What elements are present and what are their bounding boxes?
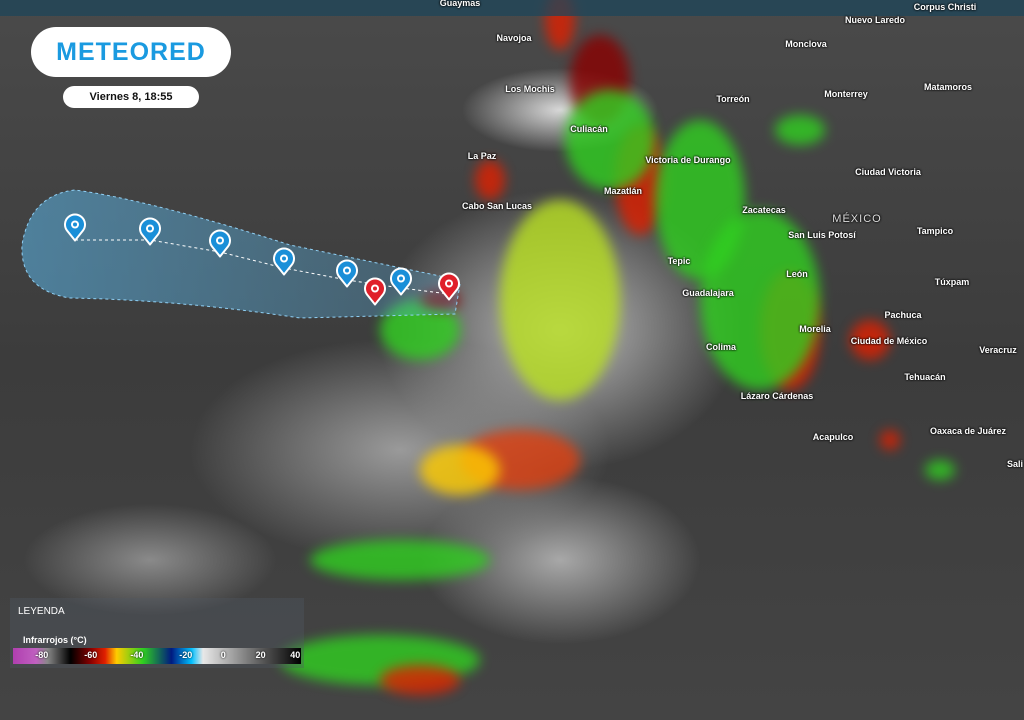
top-bar [0,0,1024,16]
city-label: Ciudad Victoria [855,167,921,177]
cloud-cell [925,460,955,480]
city-label: Matamoros [923,82,973,92]
city-label: Túxpam [934,277,970,287]
cloud-cell [380,665,460,695]
city-label: Acapulco [812,432,854,442]
legend-tick: 20 [255,650,266,660]
city-label: Guaymas [439,0,481,8]
forecast-storm-marker-icon[interactable] [139,217,161,251]
city-label: Culiacán [570,124,608,134]
cloud-cell [420,445,500,495]
city-label: León [786,269,808,279]
city-label: San Luis Potosí [788,230,856,240]
city-label: Tampico [916,226,954,236]
city-label: Tehuacán [904,372,946,382]
current-storm-marker-icon[interactable] [438,272,460,306]
city-label: Corpus Christi [913,2,977,12]
city-label: Torreón [716,94,750,104]
country-label: MÉXICO [832,213,882,225]
city-label: Sali [1006,459,1024,469]
city-label: Tepic [667,256,691,266]
forecast-storm-marker-icon[interactable] [336,259,358,293]
legend-tick: -60 [84,650,98,660]
legend-tick: 40 [290,650,301,660]
city-label: Navojoa [496,33,532,43]
logo-text: METEORED [56,37,206,66]
cloud-cell [700,210,820,390]
city-label: Pachuca [884,310,922,320]
meteored-logo[interactable]: METEORED [31,27,231,77]
city-label: Victoria de Durango [645,155,731,165]
city-label: La Paz [467,151,497,161]
legend: LEYENDA Infrarrojos (°C) -80 -60 -40 -20… [10,598,304,668]
legend-tick: -20 [179,650,193,660]
current-storm-marker-icon[interactable] [364,277,386,311]
city-label: Ciudad de México [850,336,928,346]
forecast-storm-marker-icon[interactable] [390,267,412,301]
temperature-color-scale: -80 -60 -40 -20 0 20 40 [13,648,301,664]
city-label: Nuevo Laredo [844,15,906,25]
city-label: Morelia [799,324,831,334]
cloud-cell [775,115,825,145]
cloud-cell [850,320,890,360]
legend-tick: -80 [35,650,49,660]
cloud-cell [500,200,620,400]
city-label: Cabo San Lucas [461,201,533,211]
city-label: Los Mochis [505,84,555,94]
city-label: Zacatecas [742,205,786,215]
forecast-storm-marker-icon[interactable] [64,213,86,247]
city-label: Oaxaca de Juárez [929,426,1007,436]
forecast-storm-marker-icon[interactable] [209,229,231,263]
cloud-cell [310,540,490,580]
city-label: Monclova [785,39,827,49]
city-label: Guadalajara [682,288,734,298]
legend-title: LEYENDA [18,606,65,617]
legend-tick: -40 [130,650,144,660]
forecast-storm-marker-icon[interactable] [273,247,295,281]
legend-tick: 0 [220,650,226,660]
legend-subtitle: Infrarrojos (°C) [23,635,87,645]
date-label: Viernes 8, 18:55 [63,86,199,108]
city-label: Veracruz [979,345,1017,355]
city-label: Mazatlán [603,186,643,196]
city-label: Lázaro Cárdenas [740,391,814,401]
city-label: Colima [705,342,737,352]
cloud-cell [475,160,505,200]
cloud-cell [565,90,655,190]
cloud-cell [880,430,900,450]
city-label: Monterrey [824,89,868,99]
